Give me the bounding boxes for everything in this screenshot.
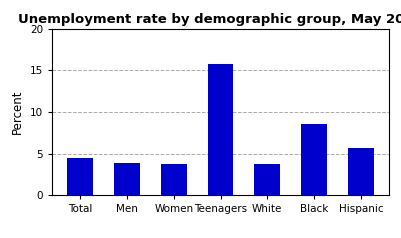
Bar — [348, 148, 374, 195]
Bar — [255, 164, 280, 195]
Bar — [301, 124, 327, 195]
Y-axis label: Percent: Percent — [11, 90, 24, 134]
Bar — [161, 164, 186, 195]
Bar — [208, 64, 233, 195]
Bar — [114, 163, 140, 195]
Bar — [67, 158, 93, 195]
Title: Unemployment rate by demographic group, May 2007: Unemployment rate by demographic group, … — [18, 13, 401, 26]
